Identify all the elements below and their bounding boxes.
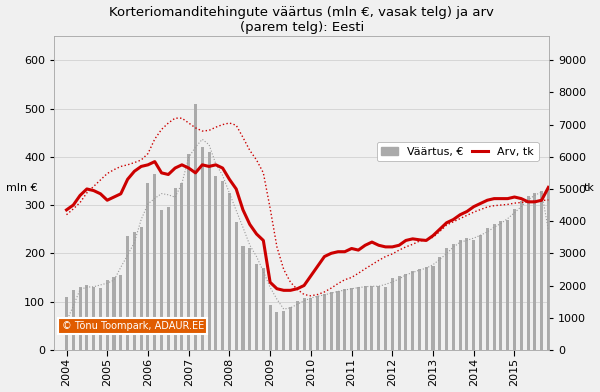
Bar xyxy=(228,193,231,350)
Bar xyxy=(357,287,360,350)
Y-axis label: tk: tk xyxy=(584,183,595,193)
Bar xyxy=(493,224,496,350)
Bar xyxy=(194,104,197,350)
Bar xyxy=(99,288,102,350)
Bar xyxy=(262,268,265,350)
Bar xyxy=(235,222,238,350)
Bar xyxy=(248,249,251,350)
Bar xyxy=(398,276,401,350)
Bar xyxy=(85,285,88,350)
Bar xyxy=(65,297,68,350)
Bar xyxy=(126,236,129,350)
Text: © Tõnu Toompark, ADAUR.EE: © Tõnu Toompark, ADAUR.EE xyxy=(62,321,204,331)
Bar xyxy=(173,188,176,350)
Bar xyxy=(241,246,245,350)
Bar xyxy=(533,193,536,350)
Bar xyxy=(452,244,455,350)
Bar xyxy=(221,181,224,350)
Title: Korteriomanditehingute väärtus (mln €, vasak telg) ja arv
(parem telg): Eesti: Korteriomanditehingute väärtus (mln €, v… xyxy=(109,5,494,34)
Bar xyxy=(540,191,543,350)
Bar xyxy=(479,235,482,350)
Bar xyxy=(458,240,461,350)
Bar xyxy=(160,210,163,350)
Bar xyxy=(269,305,272,350)
Y-axis label: mln €: mln € xyxy=(5,183,37,193)
Bar xyxy=(486,228,489,350)
Bar xyxy=(119,275,122,350)
Bar xyxy=(343,289,346,350)
Bar xyxy=(112,278,116,350)
Bar xyxy=(153,174,156,350)
Bar xyxy=(302,298,305,350)
Bar xyxy=(384,287,387,350)
Bar xyxy=(466,238,469,350)
Bar xyxy=(445,247,448,350)
Bar xyxy=(167,207,170,350)
Bar xyxy=(187,154,190,350)
Bar xyxy=(431,266,434,350)
Legend: Väärtus, €, Arv, tk: Väärtus, €, Arv, tk xyxy=(377,142,539,161)
Bar xyxy=(547,188,550,350)
Bar xyxy=(425,267,428,350)
Bar xyxy=(520,201,523,350)
Bar xyxy=(140,227,143,350)
Bar xyxy=(438,257,442,350)
Bar xyxy=(282,311,285,350)
Bar xyxy=(391,278,394,350)
Bar xyxy=(296,301,299,350)
Bar xyxy=(310,298,313,350)
Bar xyxy=(513,209,516,350)
Bar xyxy=(329,292,333,350)
Bar xyxy=(201,147,204,350)
Bar xyxy=(133,232,136,350)
Bar xyxy=(275,312,278,350)
Bar xyxy=(377,286,380,350)
Bar xyxy=(350,288,353,350)
Bar xyxy=(146,183,149,350)
Bar xyxy=(106,280,109,350)
Bar xyxy=(472,240,475,350)
Bar xyxy=(337,291,340,350)
Bar xyxy=(527,196,530,350)
Bar xyxy=(411,271,414,350)
Bar xyxy=(370,286,373,350)
Bar xyxy=(214,176,217,350)
Bar xyxy=(418,269,421,350)
Bar xyxy=(79,287,82,350)
Bar xyxy=(316,296,319,350)
Bar xyxy=(499,221,502,350)
Bar xyxy=(364,286,367,350)
Bar xyxy=(181,183,184,350)
Bar xyxy=(323,294,326,350)
Bar xyxy=(72,290,75,350)
Bar xyxy=(404,274,407,350)
Bar xyxy=(255,264,258,350)
Bar xyxy=(208,152,211,350)
Bar xyxy=(92,287,95,350)
Bar xyxy=(289,307,292,350)
Bar xyxy=(506,220,509,350)
